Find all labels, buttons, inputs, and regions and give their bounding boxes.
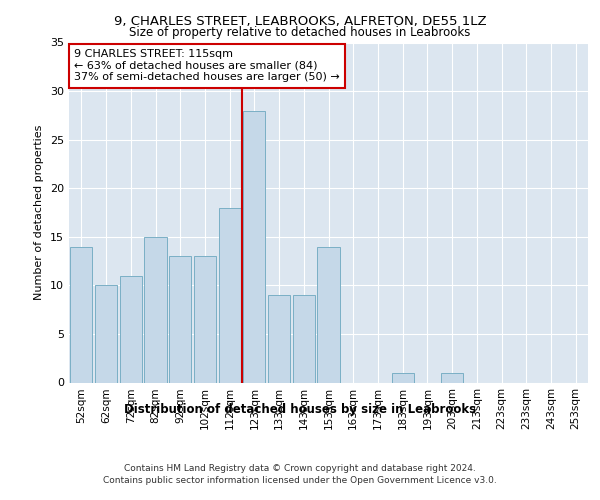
Text: 9 CHARLES STREET: 115sqm
← 63% of detached houses are smaller (84)
37% of semi-d: 9 CHARLES STREET: 115sqm ← 63% of detach… (74, 50, 340, 82)
Bar (293, 295, 315, 382)
Bar (218, 208, 241, 382)
Bar (145, 237, 167, 382)
Bar (70, 246, 92, 382)
Text: Size of property relative to detached houses in Leabrooks: Size of property relative to detached ho… (130, 26, 470, 39)
Text: Contains HM Land Registry data © Crown copyright and database right 2024.: Contains HM Land Registry data © Crown c… (124, 464, 476, 473)
Y-axis label: Number of detached properties: Number of detached properties (34, 125, 44, 300)
Bar (243, 110, 265, 382)
Bar (441, 373, 463, 382)
Text: Distribution of detached houses by size in Leabrooks: Distribution of detached houses by size … (124, 402, 476, 415)
Bar (392, 373, 414, 382)
Bar (169, 256, 191, 382)
Text: Contains public sector information licensed under the Open Government Licence v3: Contains public sector information licen… (103, 476, 497, 485)
Bar (268, 295, 290, 382)
Bar (95, 286, 117, 382)
Bar (317, 246, 340, 382)
Bar (194, 256, 216, 382)
Text: 9, CHARLES STREET, LEABROOKS, ALFRETON, DE55 1LZ: 9, CHARLES STREET, LEABROOKS, ALFRETON, … (113, 15, 487, 28)
Bar (119, 276, 142, 382)
